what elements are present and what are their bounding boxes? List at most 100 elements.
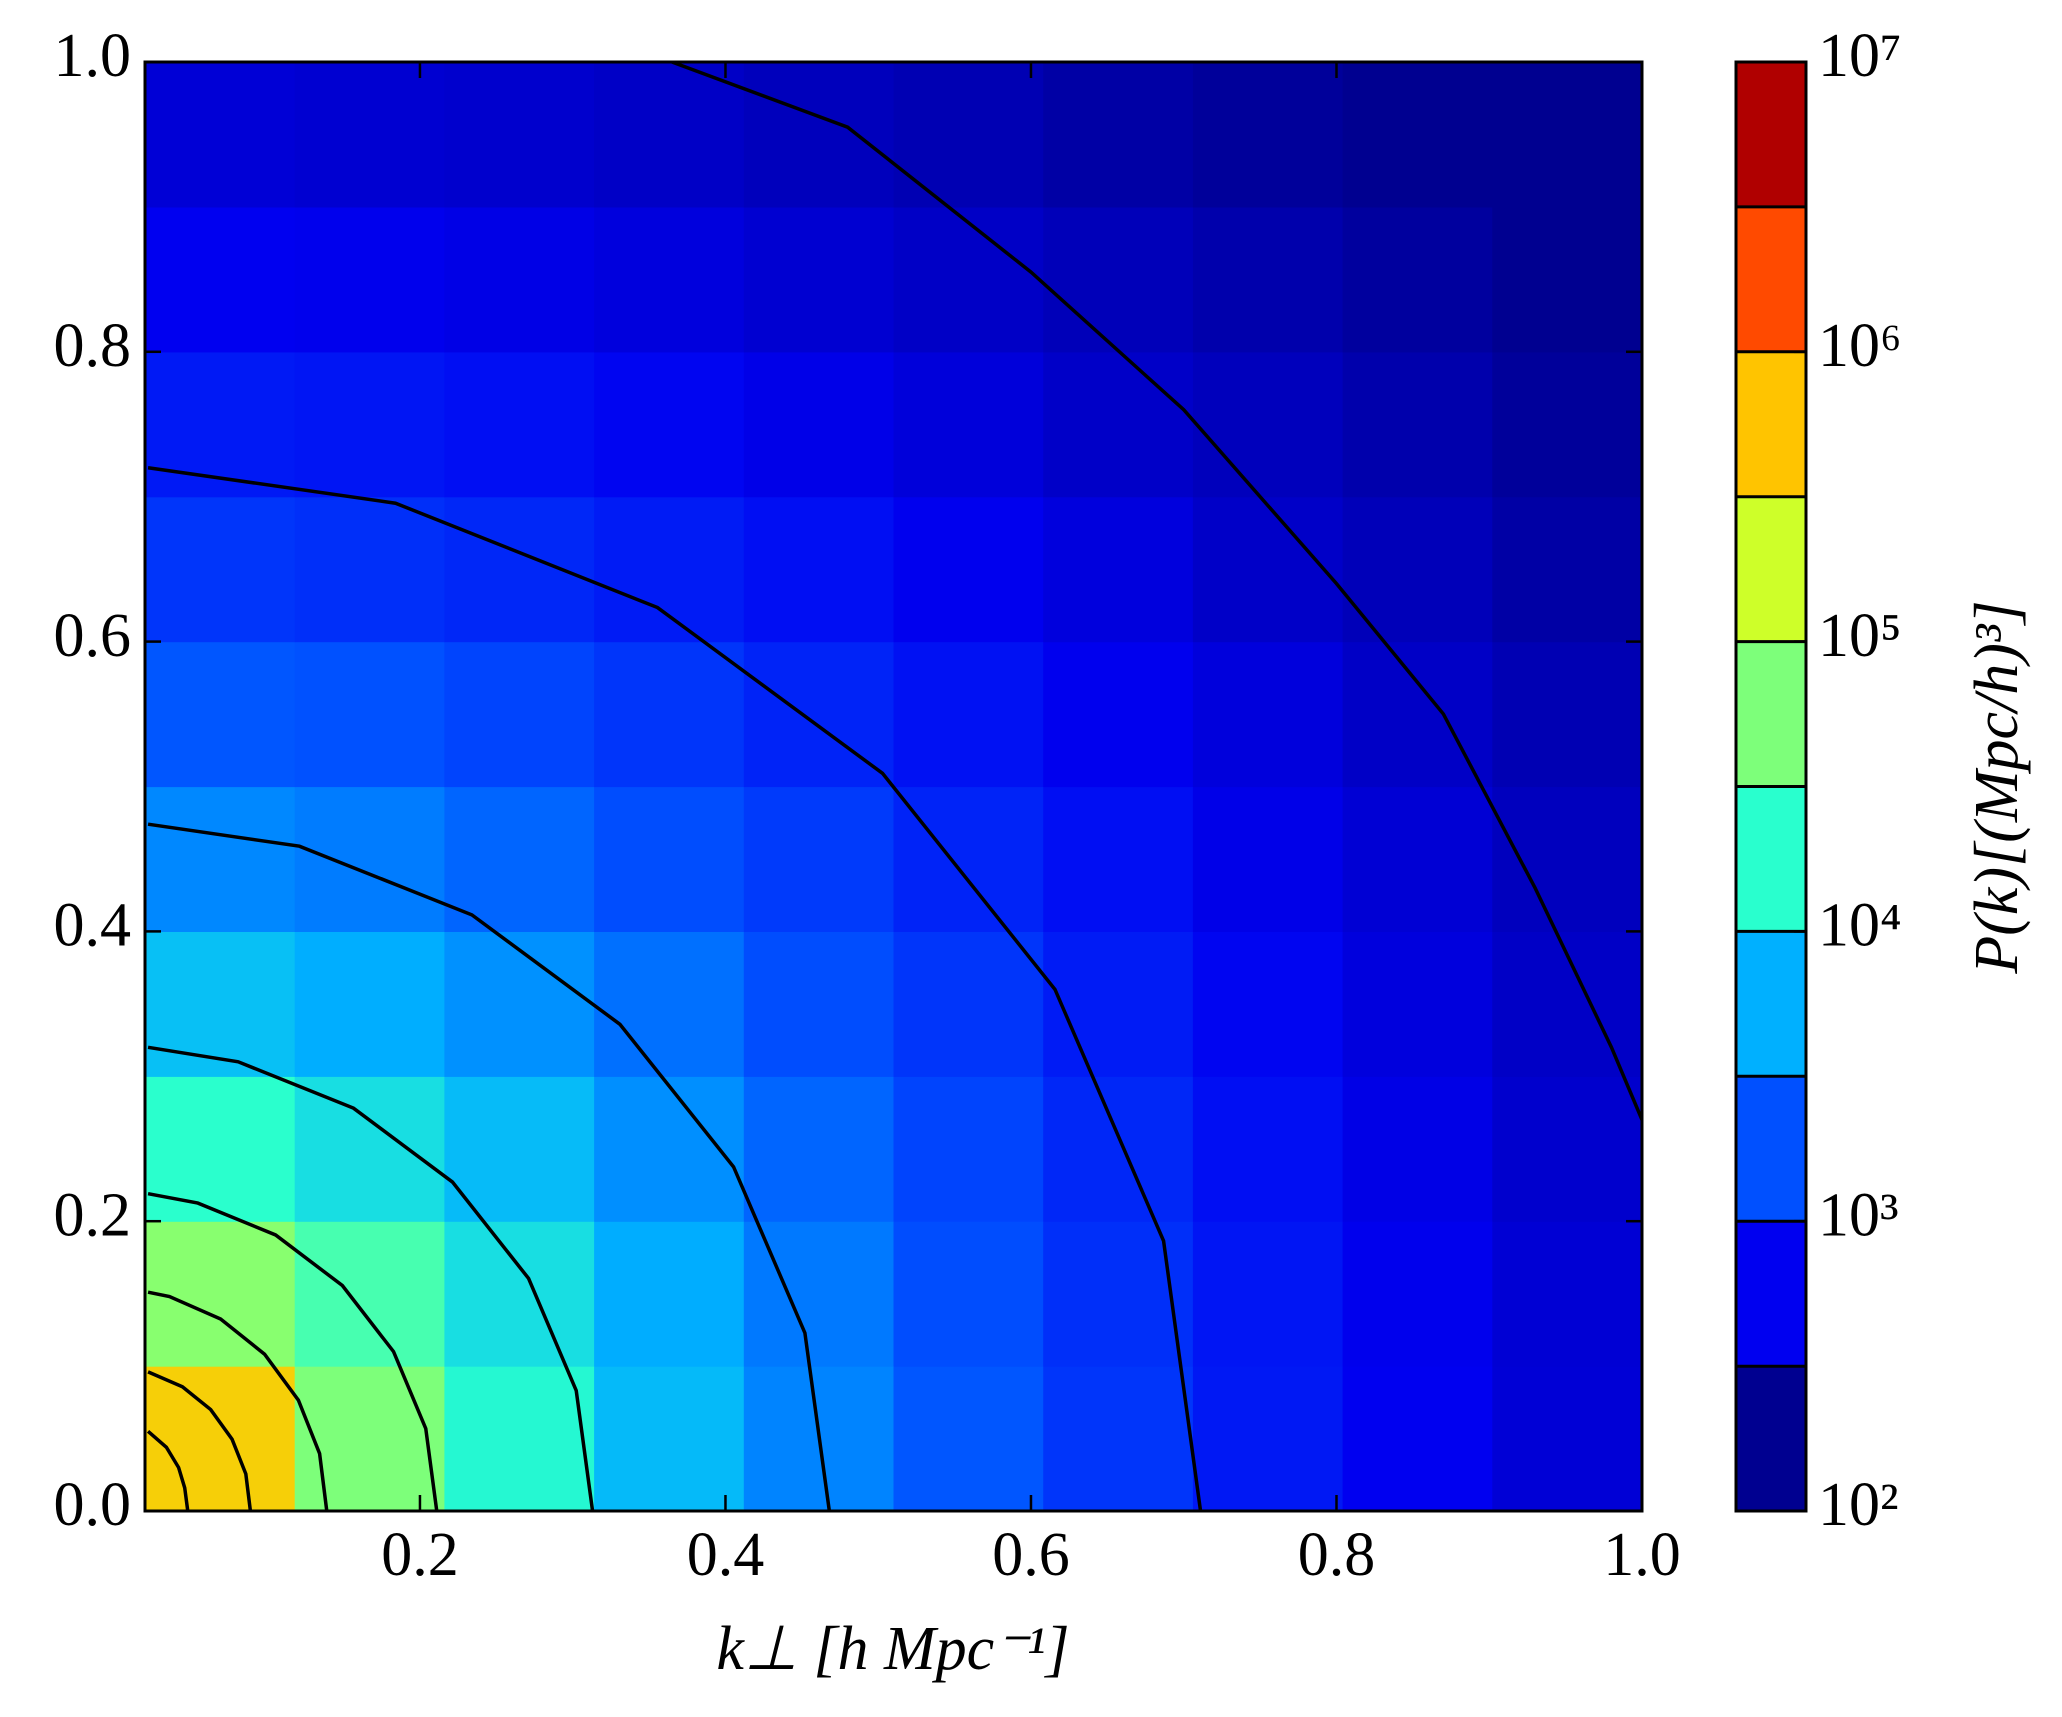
contour-line xyxy=(147,1191,439,1511)
heatmap-cell xyxy=(594,1221,745,1367)
plot-frame xyxy=(143,60,1644,1513)
heatmap-cell xyxy=(1043,1221,1194,1367)
colorbar-tick-label: 10⁷ xyxy=(1818,22,1902,90)
heatmap-cell xyxy=(594,641,745,788)
heatmap-cell xyxy=(1192,1076,1344,1222)
heatmap-cell xyxy=(893,496,1044,643)
axes: 0.2 0.4 0.6 0.8 1.0 0.0 0.2 0.4 0.6 0.8 1.0 10² 10³ 1… xyxy=(54,22,1902,1589)
x-tick-label: 0.2 xyxy=(381,1521,459,1589)
heatmap-cell xyxy=(1342,1076,1493,1222)
heatmap-cell xyxy=(1043,1366,1194,1511)
colorbar-band xyxy=(1736,1076,1806,1222)
heatmap-cell xyxy=(294,496,445,643)
heatmap-cell xyxy=(444,931,595,1077)
heatmap-cell xyxy=(145,931,296,1077)
heatmap-cell xyxy=(893,641,1044,788)
colorbar-band xyxy=(1736,62,1806,207)
heatmap-cell xyxy=(1192,1221,1344,1367)
heatmap-cell xyxy=(1043,931,1194,1077)
heatmap-cell xyxy=(1192,62,1344,208)
heatmap-cell xyxy=(594,206,745,353)
contour-line xyxy=(147,1370,253,1511)
heatmap-cell xyxy=(145,206,296,353)
heatmap-cell xyxy=(1342,62,1493,208)
heatmap-cell xyxy=(1043,641,1194,788)
colorbar-band xyxy=(1736,351,1806,497)
heatmap-cell xyxy=(294,206,445,353)
heatmap-cell xyxy=(145,496,296,643)
y-tick-label: 0.4 xyxy=(54,892,132,960)
heatmap-cell xyxy=(1043,1076,1194,1222)
heatmap-cell xyxy=(594,786,745,932)
heatmap-cell xyxy=(1492,206,1642,353)
heatmap-cell xyxy=(594,351,745,498)
heatmap-cell xyxy=(1492,1366,1642,1511)
heatmap-cell xyxy=(893,1076,1044,1222)
heatmap-cell xyxy=(444,206,595,353)
heatmap-cell xyxy=(1043,786,1194,932)
colorbar-tick-label: 10³ xyxy=(1818,1181,1899,1249)
heatmap-cell xyxy=(594,1076,745,1222)
heatmap-cell xyxy=(594,931,745,1077)
heatmap-cell xyxy=(1043,206,1194,353)
x-axis-label: k⊥ [h Mpc⁻¹] xyxy=(716,1615,1069,1683)
heatmap-cell xyxy=(1043,351,1194,498)
heatmap-cell xyxy=(1192,641,1344,788)
heatmap-cell xyxy=(145,1221,296,1367)
heatmap-cell xyxy=(743,786,895,932)
heatmap-cell xyxy=(1342,351,1493,498)
colorbar-tick-label: 10⁴ xyxy=(1818,892,1902,960)
contour-line xyxy=(147,822,832,1511)
colorbar-tick-label: 10² xyxy=(1818,1471,1899,1539)
heatmap-cell xyxy=(893,786,1044,932)
x-tick-label: 0.6 xyxy=(992,1521,1070,1589)
colorbar-band xyxy=(1736,496,1806,642)
heatmap-cell xyxy=(444,786,595,932)
heatmap-cell xyxy=(145,641,296,788)
heatmap-cell xyxy=(1342,206,1493,353)
contour-line xyxy=(671,62,1642,1121)
y-tick-label: 0.0 xyxy=(54,1471,132,1539)
heatmap-cell xyxy=(1192,931,1344,1077)
heatmap-cell xyxy=(1492,641,1642,788)
y-tick-label: 0.2 xyxy=(54,1181,132,1249)
heatmap-cell xyxy=(893,62,1044,208)
heatmap-cell xyxy=(594,62,745,208)
heatmap-cell xyxy=(444,1221,595,1367)
heatmap-cell xyxy=(743,351,895,498)
heatmap-cell xyxy=(1192,351,1344,498)
heatmap-cell xyxy=(1192,496,1344,643)
heatmap-cell xyxy=(1492,496,1642,643)
heatmap-cell xyxy=(294,931,445,1077)
heatmap-cell xyxy=(743,62,895,208)
colorbar-band xyxy=(1736,1366,1806,1511)
heatmap-cell xyxy=(1492,1076,1642,1222)
contour-line xyxy=(146,1429,190,1511)
colorbar-tick-label: 10⁶ xyxy=(1818,312,1902,380)
heatmap-cell xyxy=(294,62,445,208)
heatmap-cell xyxy=(294,641,445,788)
heatmap-cell xyxy=(145,786,296,932)
heatmap-cell xyxy=(743,931,895,1077)
heatmap-cell xyxy=(444,62,595,208)
heatmap-cell xyxy=(444,1076,595,1222)
y-tick-label: 1.0 xyxy=(54,22,132,90)
heatmap-cell xyxy=(893,1221,1044,1367)
heatmap-cell xyxy=(1492,786,1642,932)
heatmap-cell xyxy=(594,496,745,643)
heatmap-cell xyxy=(743,206,895,353)
heatmap-cell xyxy=(1492,1221,1642,1367)
heatmap-cell xyxy=(1192,786,1344,932)
heatmap-cell xyxy=(1492,351,1642,498)
heatmap-cell xyxy=(1192,1366,1344,1511)
heatmap-cell xyxy=(594,1366,745,1511)
x-tick-label: 1.0 xyxy=(1603,1521,1681,1589)
y-tick-label: 0.8 xyxy=(54,312,132,380)
colorbar-tick-label: 10⁵ xyxy=(1818,602,1902,670)
heatmap-cell xyxy=(1342,786,1493,932)
heatmap-cell xyxy=(444,351,595,498)
y-tick-label: 0.6 xyxy=(54,602,132,670)
contour-line xyxy=(147,1290,329,1511)
colorbar-band xyxy=(1736,931,1806,1077)
